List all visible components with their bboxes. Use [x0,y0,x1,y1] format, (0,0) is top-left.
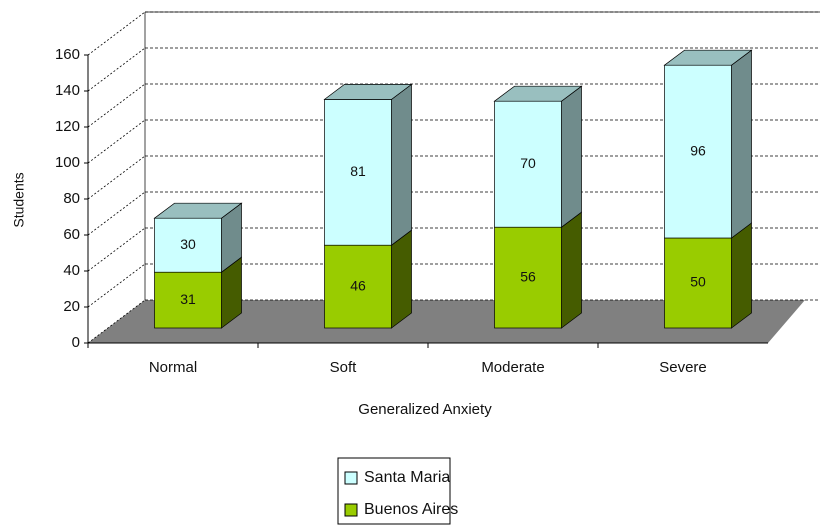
bar [664,237,732,329]
grid-line [87,191,146,236]
bar-side [731,49,752,239]
x-tick-label: Normal [149,359,197,376]
y-tick-label: 160 [55,46,80,63]
y-tick-label: 0 [72,334,80,351]
data-label: 46 [350,277,366,293]
bar [154,271,222,329]
bar-side [391,229,412,329]
bar [494,100,562,228]
y-tick-label: 20 [63,298,80,315]
legend-label: Santa Maria [364,469,450,486]
x-tick-label: Severe [659,359,707,376]
bar-side [391,83,412,246]
grid-line [87,155,146,200]
bar-top [493,85,583,102]
y-tick-label: 80 [63,190,80,207]
grid-line [87,47,146,92]
legend-swatch [344,471,358,485]
data-label: 30 [180,236,196,252]
grid-line [87,227,146,272]
grid-line [87,263,146,308]
y-tick-label: 40 [63,262,80,279]
grid-line [87,83,146,128]
y-tick-label: 120 [55,118,80,135]
y-axis-title: Students [11,172,27,227]
bar-top [153,202,243,219]
bar-top [663,49,753,66]
legend-label: Buenos Aires [364,501,458,518]
bar-side [731,222,752,329]
x-axis-title: Generalized Anxiety [358,401,492,418]
grid-line [87,119,146,164]
grid-line [87,11,146,56]
floor [88,300,805,343]
data-label: 70 [520,155,536,171]
data-label: 50 [690,274,706,290]
y-tick-label: 140 [55,82,80,99]
x-tick-label: Moderate [481,359,544,376]
bar [494,226,562,329]
data-label: 31 [180,291,196,307]
bar-top [323,84,413,100]
y-tick-label: 60 [63,226,80,243]
bar [324,99,392,246]
legend-swatch [344,503,358,517]
bar-side [561,85,582,228]
data-label: 81 [350,163,366,179]
data-label: 56 [520,268,536,284]
bar-side [561,211,582,329]
data-label: 96 [690,142,706,158]
y-tick-label: 100 [55,154,80,171]
bar [154,217,222,273]
bar [664,64,732,239]
x-tick-label: Soft [330,359,358,376]
